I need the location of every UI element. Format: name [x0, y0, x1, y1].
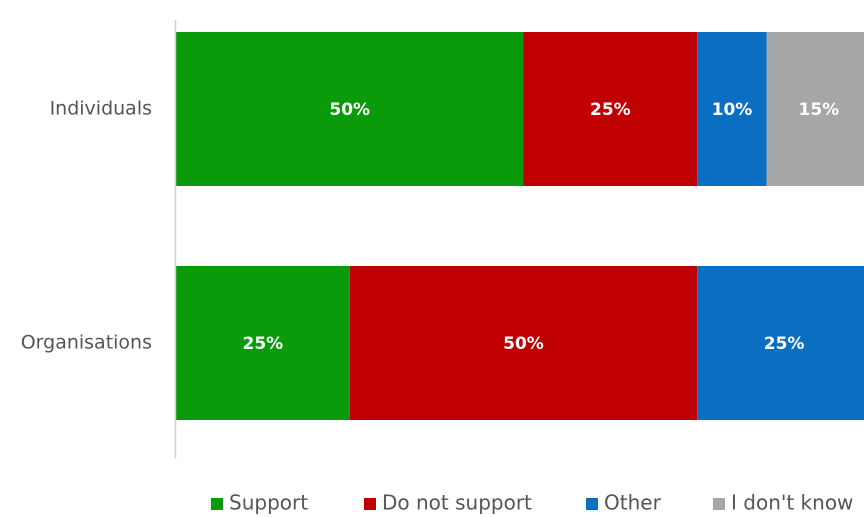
bar-individuals-do-not-support: [523, 32, 698, 186]
legend-swatch-other: [586, 498, 598, 510]
data-label-individuals-i-don-t-know: 15%: [799, 100, 840, 120]
legend-label-do-not-support: Do not support: [382, 491, 532, 515]
category-label-individuals: Individuals: [50, 98, 152, 120]
bar-organisations-other: [697, 266, 864, 420]
bar-organisations-do-not-support: [349, 266, 698, 420]
legend-swatch-support: [211, 498, 223, 510]
legend-label-other: Other: [604, 491, 662, 515]
data-label-individuals-do-not-support: 25%: [590, 100, 631, 120]
legend-swatch-do-not-support: [364, 498, 376, 510]
bar-individuals-other: [697, 32, 767, 186]
legend-label-i-don-t-know: I don't know: [731, 491, 853, 515]
bar-individuals-support: [176, 32, 524, 186]
legend-label-support: Support: [229, 491, 308, 515]
data-label-organisations-do-not-support: 50%: [503, 334, 544, 354]
legend-swatch-i-don-t-know: [713, 498, 725, 510]
category-label-organisations: Organisations: [21, 332, 152, 354]
bar-organisations-support: [176, 266, 350, 420]
bar-individuals-i-don-t-know: [766, 32, 864, 186]
data-label-individuals-support: 50%: [329, 100, 370, 120]
data-label-organisations-other: 25%: [764, 334, 805, 354]
data-label-organisations-support: 25%: [243, 334, 284, 354]
data-label-individuals-other: 10%: [712, 100, 753, 120]
